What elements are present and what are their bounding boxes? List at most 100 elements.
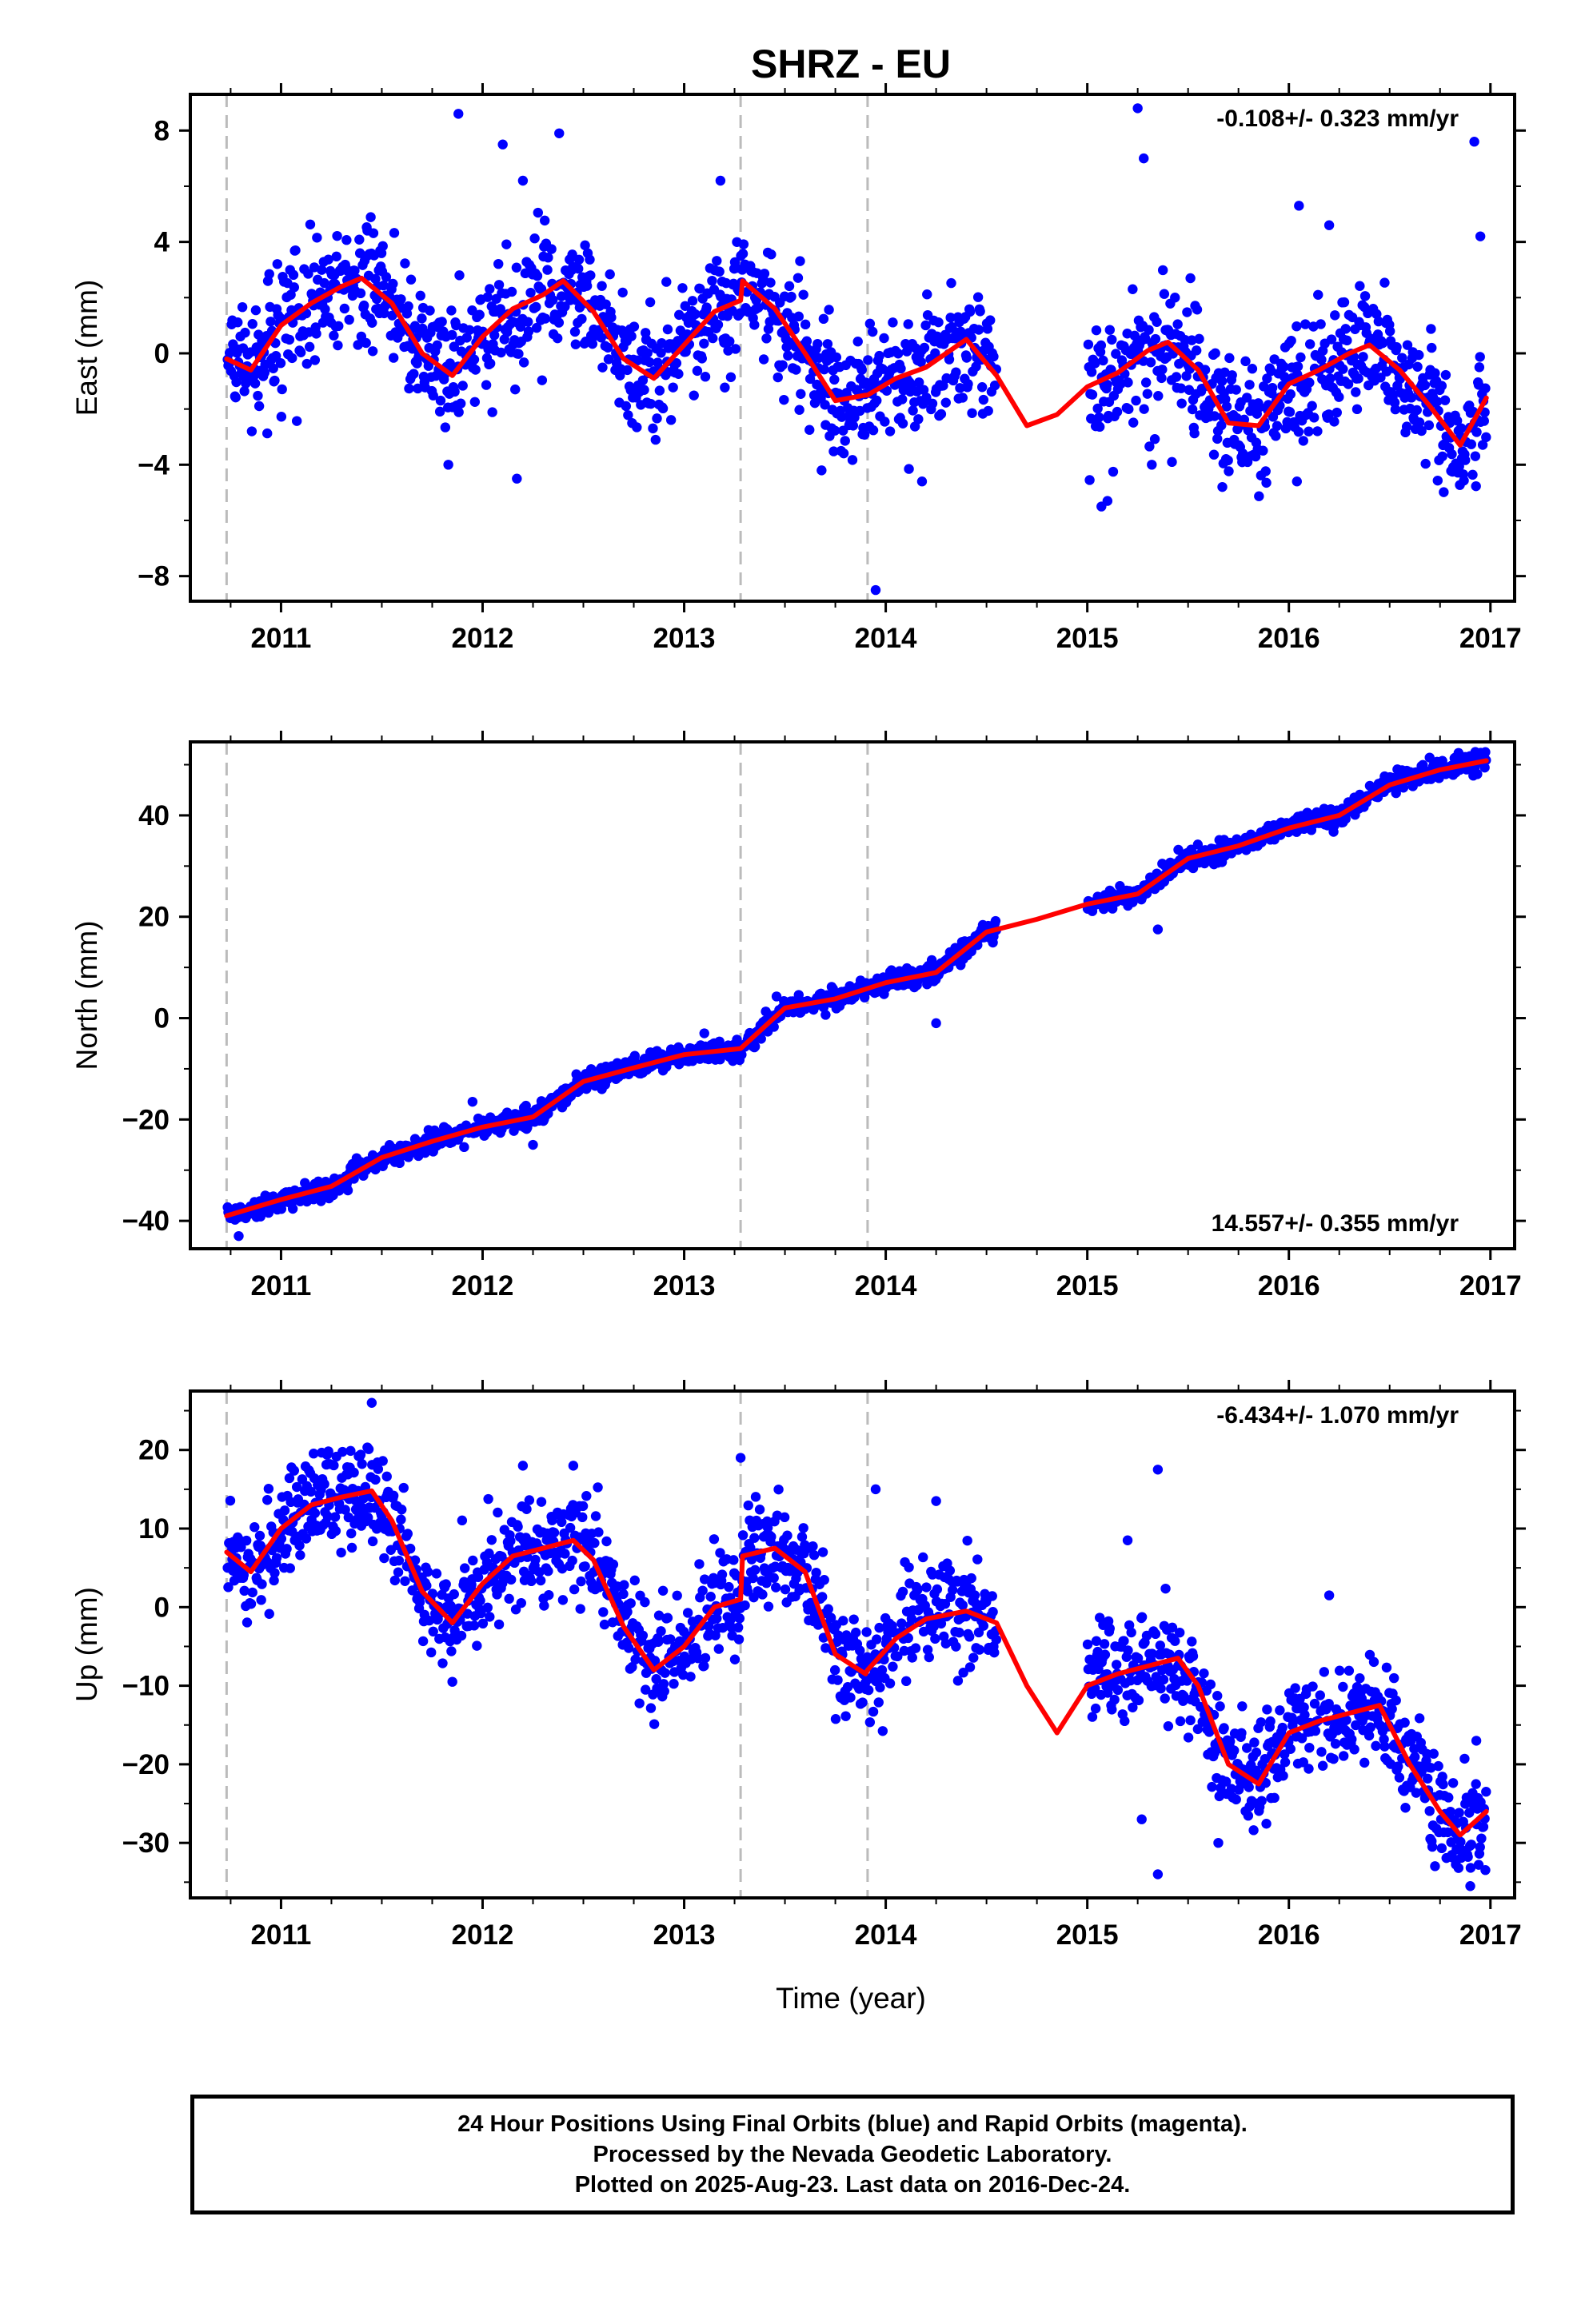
data-point [276,412,287,422]
data-point [557,1595,569,1605]
data-point [1171,372,1182,382]
data-point [1108,466,1119,477]
data-point [1182,1676,1192,1686]
data-point [847,455,858,465]
data-point [1150,1628,1161,1640]
data-point [517,1461,529,1471]
data-point [1249,1737,1260,1748]
data-point [1358,352,1368,362]
data-point [289,1465,300,1476]
data-point [1334,1665,1345,1676]
data-point [653,1636,664,1647]
data-point [708,333,718,344]
data-point [599,1619,610,1630]
data-point [1355,281,1365,291]
data-point [916,357,926,368]
data-point [1388,1672,1399,1684]
data-point [1473,1860,1484,1870]
data-point [400,1576,410,1586]
data-point [791,365,801,375]
data-point [285,1563,295,1573]
data-point [1156,373,1167,384]
data-point [484,1548,494,1559]
data-point [389,228,400,238]
data-point [1475,352,1485,362]
data-point [378,280,389,291]
data-point [1375,373,1386,383]
data-point [1298,1757,1308,1768]
data-point [1120,1716,1130,1727]
data-point [504,1593,514,1604]
data-point [713,1644,725,1654]
data-point [978,394,989,405]
data-point [1094,412,1104,423]
data-point [765,277,776,288]
data-point [349,265,360,276]
data-point [373,1464,384,1474]
data-point [577,313,587,325]
data-point [1244,1782,1254,1792]
data-point [443,460,453,470]
data-point [717,1569,728,1580]
data-point [291,416,302,426]
data-point [652,413,662,424]
data-point [936,1618,947,1629]
data-point [1353,373,1363,384]
data-point [668,382,678,393]
data-point [1475,231,1486,241]
data-point [1427,342,1437,353]
data-point [896,394,908,405]
data-point [874,350,884,361]
data-point [1339,297,1350,308]
data-point [954,1627,964,1638]
data-point [766,249,777,260]
data-point [485,358,496,369]
data-point [441,1579,451,1589]
data-point [672,1590,682,1601]
data-point [367,1536,378,1547]
data-point [1285,1744,1296,1754]
data-point [1111,1660,1122,1670]
data-point [1241,1743,1252,1753]
data-point [1355,1673,1365,1684]
y-tick-label: 4 [154,227,170,258]
data-point [1310,1725,1321,1736]
data-point [322,1511,333,1522]
data-point [1128,1702,1138,1712]
data-point [957,1600,968,1611]
data-point [535,1575,546,1586]
data-point [829,425,840,436]
data-point [1179,1691,1189,1701]
data-point [1296,1733,1308,1744]
data-point [1300,1709,1310,1720]
data-point [1338,1681,1348,1692]
data-point [468,1555,478,1566]
data-point [329,1512,341,1522]
data-point [427,1589,438,1599]
data-point [699,338,709,349]
data-point [1157,265,1168,276]
data-point [972,292,984,302]
data-point [1411,405,1422,416]
data-point [913,414,924,425]
data-point [932,1584,943,1595]
data-point [629,1050,640,1061]
data-point [896,1618,907,1628]
data-point [355,288,366,299]
data-point [1480,383,1491,393]
data-point [617,287,628,298]
data-point [1187,335,1197,345]
data-point [388,1490,399,1501]
data-point [987,1591,997,1601]
data-point [1430,1861,1440,1872]
data-point [1427,1841,1438,1852]
data-point [1326,334,1337,345]
data-point [1424,1806,1435,1816]
data-point [1455,1836,1466,1848]
data-point [529,233,540,244]
data-point [1226,1784,1237,1794]
data-point [1477,440,1488,450]
data-point [1329,417,1339,427]
data-point [796,1532,808,1542]
